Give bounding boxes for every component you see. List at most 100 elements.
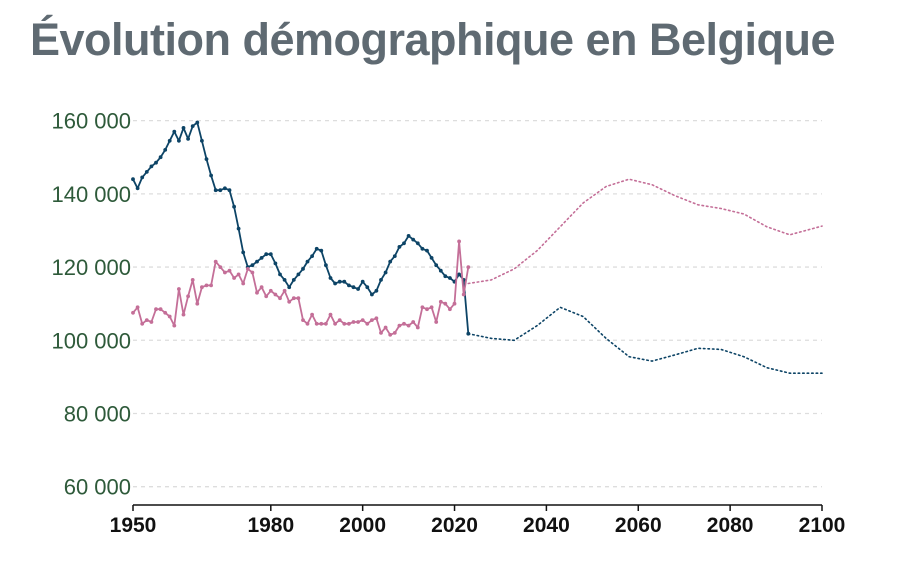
data-point-deaths-1950 <box>131 310 135 315</box>
data-point-births-2008 <box>397 245 402 249</box>
data-point-births-1970 <box>223 186 227 191</box>
y-tick-label-80000: 80 000 <box>64 401 131 426</box>
data-point-deaths-1958 <box>167 314 172 319</box>
data-point-deaths-2010 <box>406 323 411 328</box>
data-point-deaths-1956 <box>158 307 163 312</box>
data-point-deaths-2006 <box>388 332 393 337</box>
data-point-births-1994 <box>333 281 337 286</box>
data-point-deaths-1964 <box>195 301 200 306</box>
data-point-births-1971 <box>227 188 232 193</box>
data-point-births-2005 <box>383 270 388 275</box>
x-tick-label-2060: 2060 <box>615 514 662 537</box>
data-point-deaths-1997 <box>347 321 351 326</box>
data-point-births-1987 <box>301 267 305 271</box>
data-point-births-1963 <box>190 124 195 128</box>
data-point-deaths-2013 <box>420 305 425 310</box>
data-point-births-1981 <box>273 261 278 266</box>
data-point-births-1950 <box>131 177 135 182</box>
data-point-births-1973 <box>236 226 241 231</box>
data-point-births-1999 <box>356 287 360 291</box>
data-point-deaths-1985 <box>291 296 296 301</box>
data-point-deaths-1969 <box>218 265 223 269</box>
x-tick-label-2000: 2000 <box>339 514 386 537</box>
data-point-births-2017 <box>438 268 443 273</box>
data-point-deaths-1972 <box>232 276 237 280</box>
data-point-births-1992 <box>324 263 328 268</box>
x-tick-label-2020: 2020 <box>431 514 478 537</box>
data-point-deaths-1966 <box>204 283 209 288</box>
series-line-births <box>132 121 470 335</box>
grid-lines <box>133 119 822 488</box>
data-point-deaths-1984 <box>287 299 292 304</box>
data-point-births-1983 <box>282 278 287 282</box>
data-point-deaths-2023 <box>466 265 471 269</box>
x-axis-ticks: 1950 1980 2000 2020 2040 2060 2080 2100 <box>110 505 846 537</box>
data-point-births-2004 <box>379 278 383 282</box>
data-point-deaths-2021 <box>457 239 461 244</box>
data-point-births-1998 <box>351 285 356 290</box>
data-point-deaths-1999 <box>356 320 360 324</box>
data-point-births-1982 <box>278 272 282 277</box>
data-point-deaths-1987 <box>301 318 305 322</box>
x-tick-label-1980: 1980 <box>247 514 294 537</box>
data-point-deaths-1989 <box>310 312 314 317</box>
data-point-births-1967 <box>209 173 214 178</box>
data-point-deaths-1975 <box>245 267 250 271</box>
x-tick-label-2100: 2100 <box>799 514 846 537</box>
data-point-deaths-2009 <box>402 321 406 326</box>
data-point-deaths-1968 <box>213 259 218 264</box>
data-point-births-1952 <box>140 175 145 180</box>
data-point-births-1966 <box>204 157 209 162</box>
y-tick-label-100000: 100 000 <box>51 328 131 353</box>
data-point-births-1977 <box>255 259 259 264</box>
data-point-births-1984 <box>287 285 292 290</box>
data-point-deaths-2011 <box>411 320 416 324</box>
data-point-deaths-1992 <box>324 321 328 326</box>
data-point-births-2003 <box>374 288 379 293</box>
data-point-deaths-1954 <box>149 320 154 324</box>
x-tick-label-2080: 2080 <box>707 514 754 537</box>
data-point-births-1991 <box>319 248 324 253</box>
y-tick-label-120000: 120 000 <box>51 255 131 280</box>
data-point-births-1960 <box>177 138 181 143</box>
series-line-deaths-projection <box>467 178 823 285</box>
data-point-deaths-2017 <box>438 299 443 304</box>
data-point-births-1990 <box>314 246 319 251</box>
data-point-births-1962 <box>186 137 191 141</box>
data-point-deaths-2012 <box>415 325 420 330</box>
data-point-births-2019 <box>448 276 452 280</box>
data-point-births-1964 <box>195 120 200 125</box>
data-point-births-1951 <box>135 186 140 191</box>
data-point-deaths-1980 <box>268 288 273 293</box>
data-point-births-2010 <box>406 234 411 238</box>
data-point-deaths-2015 <box>429 305 434 310</box>
data-point-deaths-1978 <box>259 285 264 290</box>
data-point-deaths-2005 <box>383 325 388 330</box>
data-point-births-1980 <box>268 252 273 257</box>
data-point-births-2013 <box>420 246 425 251</box>
data-point-births-1959 <box>172 129 177 134</box>
data-point-births-1988 <box>305 259 310 264</box>
x-tick-label-2040: 2040 <box>523 514 570 537</box>
data-point-births-1986 <box>296 272 301 277</box>
data-point-deaths-1974 <box>241 281 246 286</box>
data-point-births-1993 <box>328 276 333 280</box>
data-point-births-1953 <box>144 170 149 174</box>
data-point-deaths-2020 <box>452 301 457 306</box>
data-point-deaths-2000 <box>360 318 365 322</box>
data-point-births-2011 <box>411 237 416 242</box>
data-point-deaths-1957 <box>163 310 168 315</box>
data-point-deaths-1983 <box>282 288 287 293</box>
data-point-deaths-1988 <box>305 321 310 326</box>
data-point-births-1997 <box>347 283 351 288</box>
data-point-deaths-1959 <box>172 323 177 328</box>
data-point-births-2006 <box>388 259 393 264</box>
data-point-deaths-1981 <box>273 292 278 297</box>
data-point-births-1956 <box>158 155 163 160</box>
data-point-births-1976 <box>250 263 255 268</box>
data-point-births-1985 <box>291 278 296 282</box>
data-point-deaths-1951 <box>135 305 140 310</box>
data-point-births-1968 <box>213 188 218 193</box>
data-point-births-2014 <box>425 248 429 253</box>
data-point-births-1978 <box>259 256 264 260</box>
